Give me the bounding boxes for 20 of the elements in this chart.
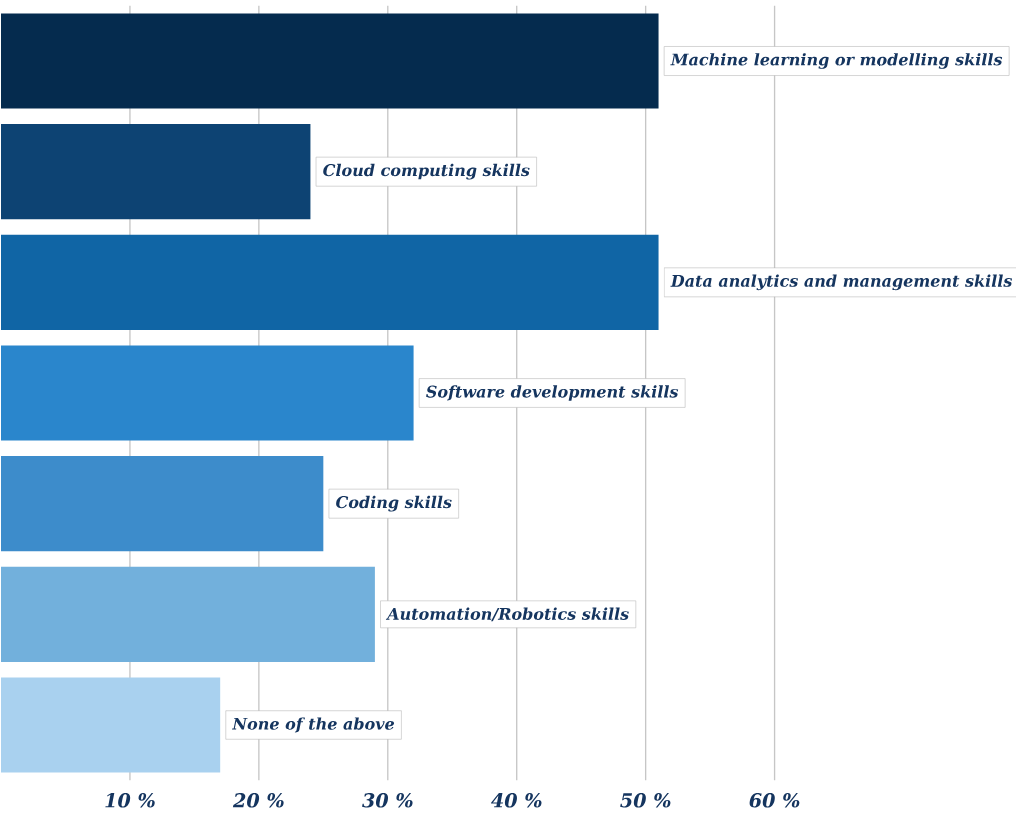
- y-tick-label: Data analytics and management skills: [670, 274, 1013, 291]
- x-tick-label: 20 %: [232, 793, 284, 808]
- bar: [1, 345, 414, 441]
- x-tick-label: 10 %: [105, 793, 155, 808]
- bar: [1, 234, 659, 330]
- y-tick-label: Cloud computing skills: [323, 163, 530, 180]
- x-tick-label: 60 %: [749, 793, 800, 808]
- x-tick-label: 30 %: [362, 793, 413, 808]
- y-tick-label: None of the above: [232, 717, 395, 733]
- x-tick-label: 40 %: [491, 793, 542, 808]
- y-tick-label: Software development skills: [426, 385, 679, 401]
- bar: [1, 566, 375, 662]
- y-tick-label: Automation/Robotics skills: [385, 607, 629, 622]
- bar: [1, 13, 659, 109]
- bar: [1, 124, 311, 220]
- bar: [1, 677, 221, 773]
- x-tick-label: 50 %: [620, 793, 671, 808]
- y-tick-label: Machine learning or modelling skills: [670, 53, 1003, 69]
- bar: [1, 456, 324, 552]
- y-tick-label: Coding skills: [336, 495, 452, 512]
